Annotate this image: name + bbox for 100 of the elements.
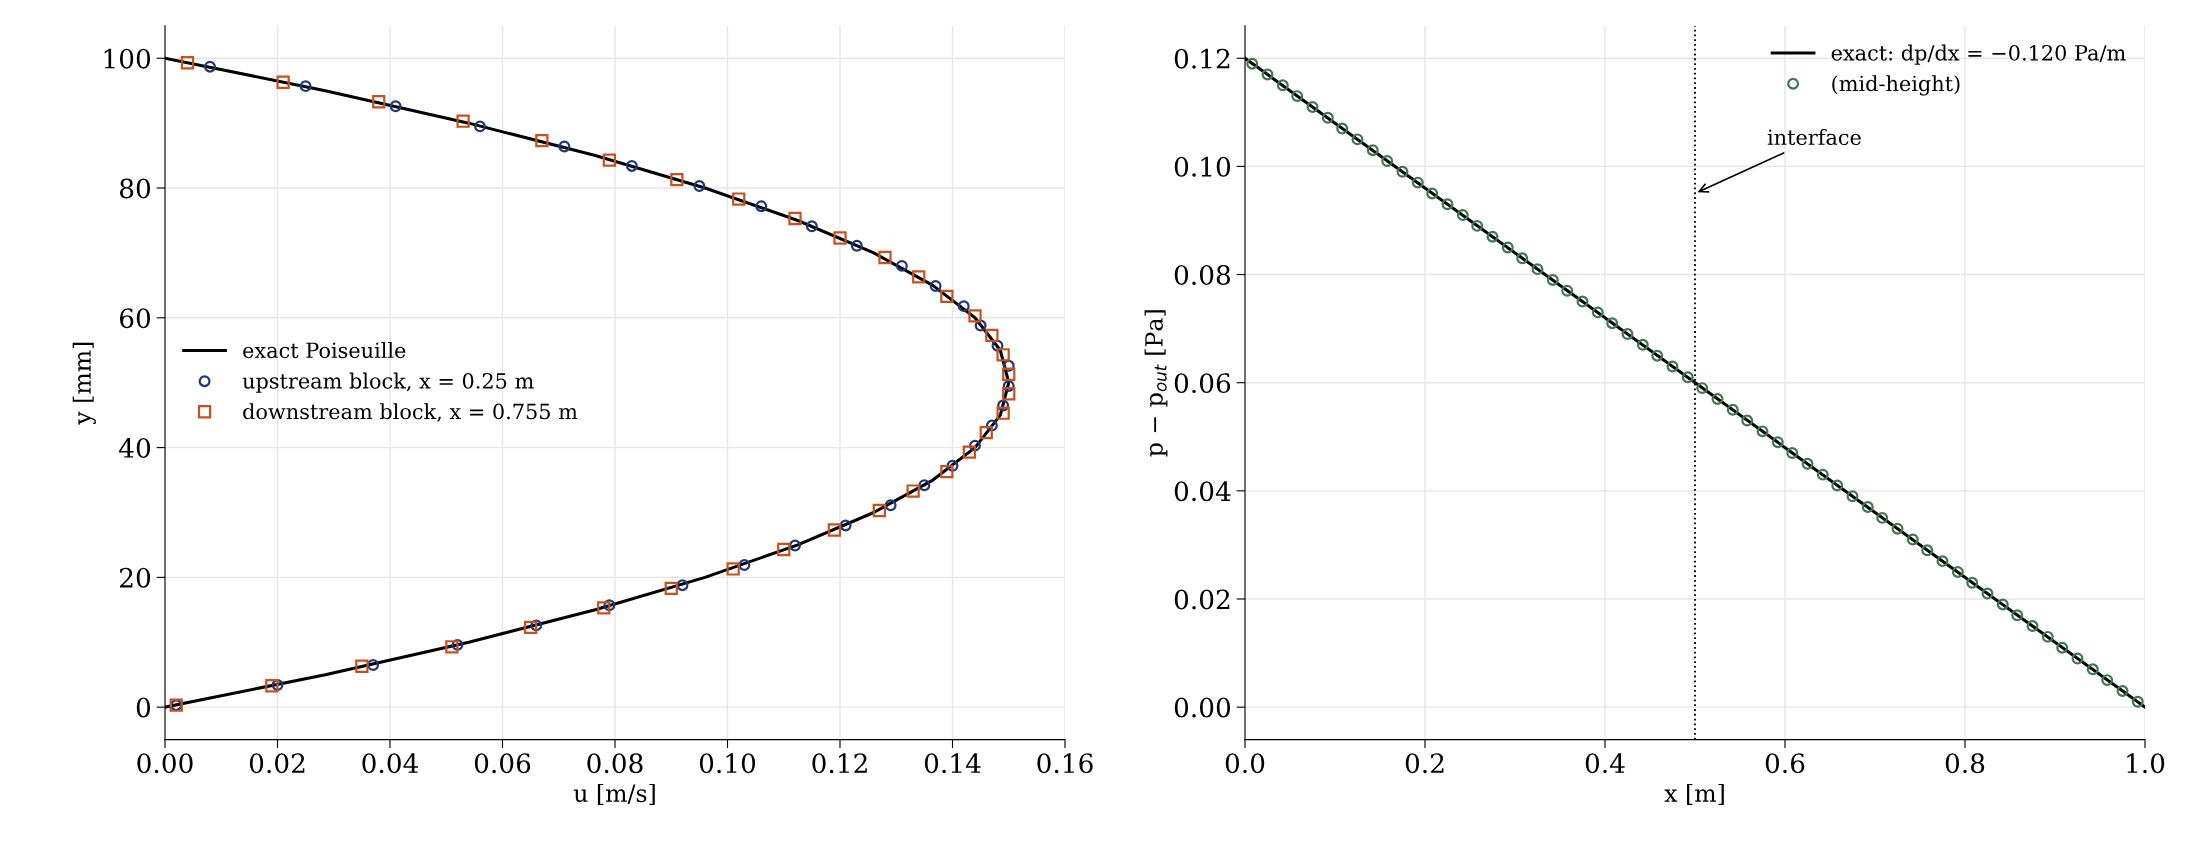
- point: [974, 319, 987, 332]
- point: [1291, 90, 1304, 103]
- point: [451, 638, 464, 651]
- point: [474, 120, 486, 133]
- point: [664, 581, 678, 596]
- point: [1336, 122, 1349, 135]
- point: [962, 445, 977, 459]
- point: [1261, 68, 1274, 81]
- point: [372, 95, 386, 109]
- y-tick-label: 80: [119, 178, 151, 199]
- point: [1621, 328, 1634, 340]
- point: [1606, 317, 1619, 330]
- point: [991, 339, 1004, 352]
- x-tick-label: 0.4: [1585, 753, 1625, 774]
- point: [1276, 79, 1289, 92]
- point: [1801, 457, 1814, 470]
- point: [1002, 367, 1016, 381]
- point: [2086, 663, 2099, 676]
- legend-label: exact: dp/dx = −0.120 Pa/m: [1831, 44, 2126, 65]
- point: [180, 56, 195, 70]
- point: [1002, 359, 1015, 372]
- point: [957, 300, 970, 313]
- x-tick-label: 0.6: [1765, 753, 1805, 774]
- point: [265, 679, 279, 693]
- point: [558, 140, 571, 153]
- point: [738, 559, 751, 572]
- point: [1846, 490, 1859, 503]
- point: [1951, 565, 1964, 578]
- point: [670, 172, 684, 187]
- point: [1516, 252, 1529, 265]
- point: [1861, 501, 1874, 514]
- point: [1666, 360, 1679, 373]
- point: [1891, 522, 1904, 535]
- point: [276, 75, 290, 89]
- point: [946, 459, 959, 472]
- point: [1546, 273, 1559, 286]
- x-axis-title: x [m]: [1664, 783, 1724, 805]
- point: [693, 180, 706, 193]
- point: [940, 464, 954, 479]
- point: [1756, 425, 1769, 438]
- point: [1471, 219, 1484, 232]
- y-tick-label: 0.06: [1174, 373, 1231, 394]
- point: [985, 328, 999, 342]
- point: [878, 250, 892, 265]
- point: [1531, 263, 1544, 276]
- point: [1381, 155, 1394, 167]
- point: [2026, 620, 2039, 633]
- point: [1831, 479, 1844, 492]
- point: [535, 133, 549, 148]
- point: [445, 640, 459, 654]
- x-tick-label: 0.04: [362, 753, 419, 774]
- point: [1741, 414, 1754, 427]
- y-tick-label: 0.00: [1174, 697, 1231, 718]
- y-tick-label: 20: [120, 567, 151, 588]
- point: [2011, 609, 2024, 622]
- x-tick-label: 0.14: [924, 753, 981, 774]
- annotation: interface: [1767, 128, 1861, 146]
- point: [271, 679, 284, 692]
- point: [805, 220, 818, 233]
- y-tick-label: 0.02: [1174, 589, 1230, 610]
- x-tick-label: 0.8: [1945, 753, 1985, 774]
- point: [625, 159, 638, 172]
- point: [918, 479, 931, 492]
- point: [603, 599, 616, 612]
- point: [1996, 598, 2009, 611]
- y-tick-label: 0.10: [1174, 156, 1231, 177]
- point: [969, 439, 981, 452]
- point: [1786, 447, 1799, 459]
- point: [2116, 684, 2129, 697]
- point: [996, 406, 1010, 420]
- point: [597, 601, 611, 615]
- legend-label: downstream block, x = 0.755 m: [243, 403, 578, 422]
- y-tick-label: 0.08: [1174, 264, 1231, 285]
- point: [1306, 100, 1319, 113]
- x-tick-label: 0.06: [474, 753, 531, 774]
- point: [1246, 57, 1259, 70]
- point: [872, 503, 887, 518]
- point: [1002, 387, 1016, 401]
- point: [929, 280, 942, 292]
- point: [912, 270, 926, 284]
- point: [1936, 555, 1949, 568]
- point: [1981, 587, 1994, 600]
- point: [850, 239, 863, 252]
- point: [895, 259, 908, 272]
- point: [602, 153, 617, 167]
- legend-label: upstream block, x = 0.25 m: [242, 372, 534, 393]
- point: [996, 348, 1010, 362]
- point: [1396, 165, 1409, 178]
- point: [827, 523, 842, 537]
- point: [299, 80, 312, 93]
- point: [732, 192, 746, 206]
- x-tick-label: 0.16: [1037, 753, 1093, 774]
- point: [997, 399, 1010, 412]
- y-tick-label: 0.04: [1174, 481, 1231, 502]
- y-axis-title: p − p$_{out}$ [Pa]: [1144, 310, 1168, 457]
- point: [884, 499, 897, 512]
- x-tick-label: 0.00: [137, 753, 193, 774]
- legend-label: (mid-height): [1832, 75, 1960, 96]
- x-tick-label: 1.0: [2127, 753, 2165, 774]
- point: [1876, 511, 1889, 524]
